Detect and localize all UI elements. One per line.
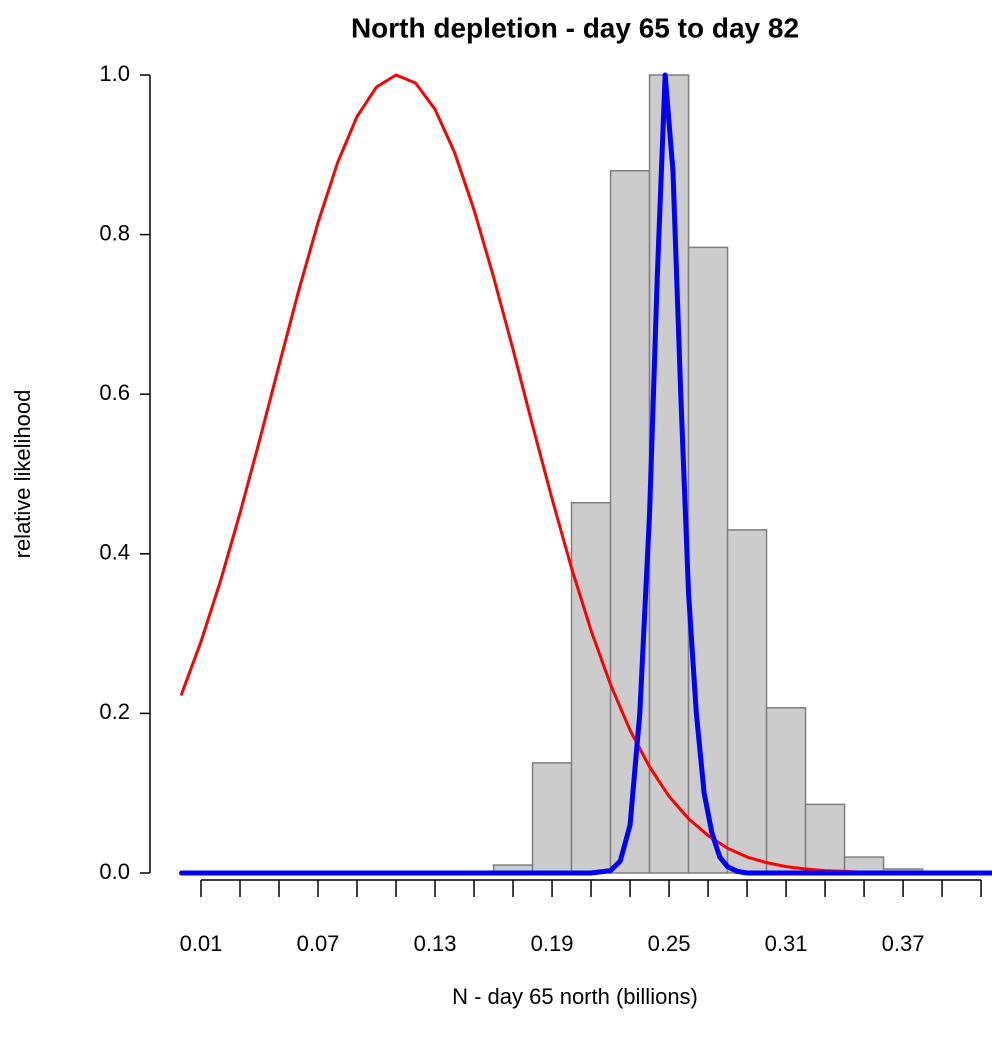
x-axis-label: N - day 65 north (billions) [452, 984, 698, 1009]
histogram-bar [726, 529, 768, 874]
histogram-bar [765, 707, 807, 874]
likelihood-line [179, 72, 992, 876]
histogram-bar [609, 170, 651, 874]
histogram-bar [570, 501, 612, 874]
y-tick-label: 0.8 [99, 220, 130, 245]
x-tick-label: 0.19 [531, 931, 574, 956]
y-tick-label: 0.0 [99, 859, 130, 884]
y-tick-label: 1.0 [99, 61, 130, 86]
histogram-bar [531, 762, 573, 874]
histogram-bar [804, 803, 846, 874]
y-tick-label: 0.4 [99, 540, 130, 565]
x-tick-label: 0.31 [765, 931, 808, 956]
y-tick-label: 0.2 [99, 699, 130, 724]
x-tick-label: 0.13 [414, 931, 457, 956]
y-tick-label: 0.6 [99, 380, 130, 405]
x-tick-label: 0.01 [180, 931, 223, 956]
x-tick-label: 0.07 [297, 931, 340, 956]
likelihood-line [180, 73, 964, 875]
x-tick-label: 0.25 [648, 931, 691, 956]
y-axis-label: relative likelihood [10, 390, 35, 559]
x-tick-label: 0.37 [882, 931, 925, 956]
histogram-bar [687, 246, 729, 874]
chart-title: North depletion - day 65 to day 82 [351, 12, 799, 43]
